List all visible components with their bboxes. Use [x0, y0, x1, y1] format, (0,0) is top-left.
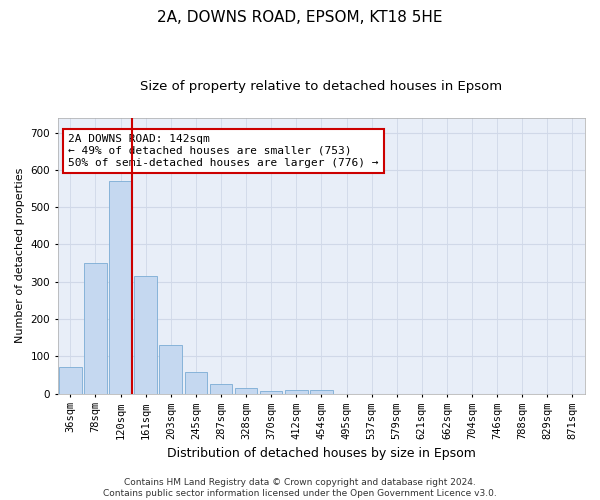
Bar — [134, 276, 157, 394]
Bar — [260, 390, 283, 394]
Y-axis label: Number of detached properties: Number of detached properties — [15, 168, 25, 344]
Text: 2A DOWNS ROAD: 142sqm
← 49% of detached houses are smaller (753)
50% of semi-det: 2A DOWNS ROAD: 142sqm ← 49% of detached … — [68, 134, 379, 168]
Bar — [109, 181, 132, 394]
Bar — [185, 372, 207, 394]
Title: Size of property relative to detached houses in Epsom: Size of property relative to detached ho… — [140, 80, 502, 93]
Text: Contains HM Land Registry data © Crown copyright and database right 2024.
Contai: Contains HM Land Registry data © Crown c… — [103, 478, 497, 498]
Bar — [59, 368, 82, 394]
Bar — [235, 388, 257, 394]
Bar — [310, 390, 333, 394]
X-axis label: Distribution of detached houses by size in Epsom: Distribution of detached houses by size … — [167, 447, 476, 460]
Bar — [160, 345, 182, 394]
Bar — [285, 390, 308, 394]
Text: 2A, DOWNS ROAD, EPSOM, KT18 5HE: 2A, DOWNS ROAD, EPSOM, KT18 5HE — [157, 10, 443, 25]
Bar — [84, 263, 107, 394]
Bar — [209, 384, 232, 394]
